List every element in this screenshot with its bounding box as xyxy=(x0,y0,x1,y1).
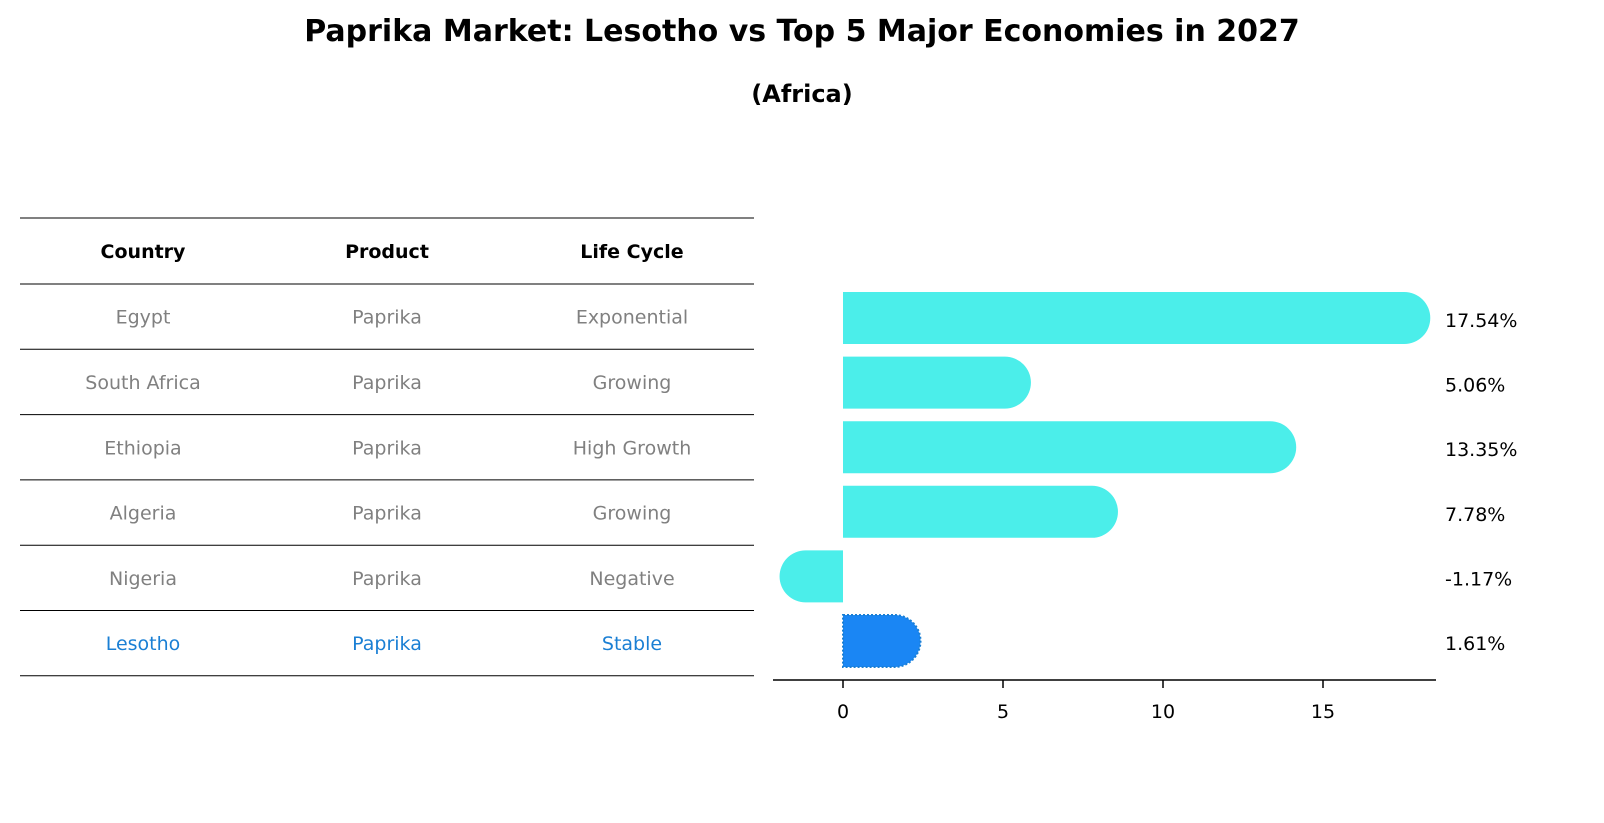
table-cell-country: Nigeria xyxy=(109,568,177,590)
x-tick-label: 10 xyxy=(1151,701,1175,723)
table-cell-life-cycle: Stable xyxy=(602,633,662,655)
bar-lesotho xyxy=(842,614,922,668)
bar-nigeria xyxy=(779,550,843,603)
table-cell-country: Algeria xyxy=(110,503,177,525)
bar-egypt xyxy=(843,292,1431,344)
table-cell-product: Paprika xyxy=(352,437,422,459)
bar-ethiopia xyxy=(843,421,1297,474)
table-cell-life-cycle: High Growth xyxy=(573,437,691,459)
bar-value-label: 17.54% xyxy=(1445,310,1517,332)
bar-value-label: 5.06% xyxy=(1445,375,1505,397)
chart-subtitle: (Africa) xyxy=(751,80,853,108)
country-table: Country Product Life Cycle Egypt Paprika Expo… xyxy=(20,217,754,677)
growth-bar-chart: 17.54% 5.06% 13.35% 7.78% -1.17% 1.61% xyxy=(779,292,1517,668)
table-cell-product: Paprika xyxy=(352,372,422,394)
bar-value-label: 1.61% xyxy=(1445,633,1505,655)
chart-title: Paprika Market: Lesotho vs Top 5 Major E… xyxy=(304,14,1300,49)
table-cell-product: Paprika xyxy=(352,307,422,329)
table-cell-life-cycle: Growing xyxy=(593,503,672,525)
table-cell-life-cycle: Negative xyxy=(589,568,674,590)
bar-value-label: -1.17% xyxy=(1445,568,1512,590)
table-cell-product: Paprika xyxy=(352,568,422,590)
table-cell-life-cycle: Growing xyxy=(593,372,672,394)
bar-algeria xyxy=(843,485,1118,538)
bar-value-label: 7.78% xyxy=(1445,504,1505,526)
table-cell-country: Egypt xyxy=(116,307,171,329)
table-header-life-cycle: Life Cycle xyxy=(580,241,683,263)
table-cell-country: Ethiopia xyxy=(104,437,181,459)
table-cell-country: Lesotho xyxy=(106,633,181,655)
bar-south-africa xyxy=(843,356,1031,409)
table-cell-product: Paprika xyxy=(352,633,422,655)
table-header-country: Country xyxy=(101,241,187,263)
x-tick-label: 0 xyxy=(837,701,849,723)
table-cell-product: Paprika xyxy=(352,503,422,525)
bar-value-label: 13.35% xyxy=(1445,439,1517,461)
x-tick-label: 5 xyxy=(997,701,1009,723)
x-tick-label: 15 xyxy=(1311,701,1335,723)
x-axis: 0 5 10 15 xyxy=(773,679,1436,723)
table-cell-country: South Africa xyxy=(85,372,200,394)
table-header-product: Product xyxy=(345,241,429,263)
table-cell-life-cycle: Exponential xyxy=(576,307,688,329)
